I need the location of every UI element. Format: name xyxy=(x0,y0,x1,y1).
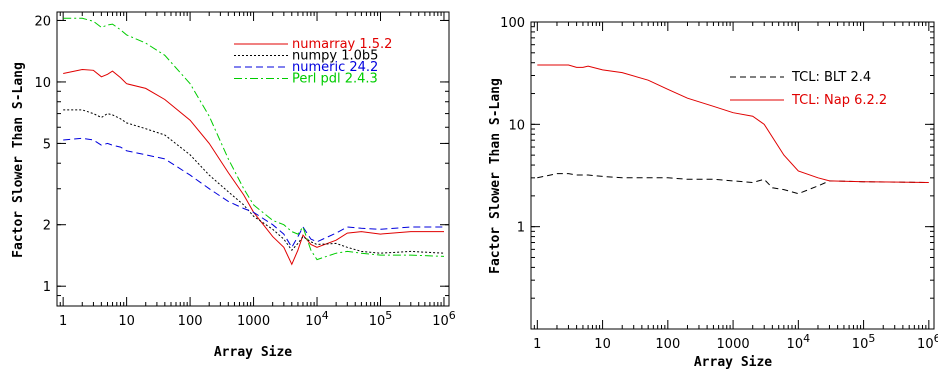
x-tick-label: 1000 xyxy=(237,314,270,329)
y-tick-label: 20 xyxy=(34,14,51,29)
legend-label: Perl pdl 2.4.3 xyxy=(292,72,378,87)
y-axis-title: Factor Slower Than S-Lang xyxy=(11,62,26,258)
plot-frame xyxy=(530,21,935,330)
right-chart: 1 10 100 1000 104 105 106 1 10 100 TCL: BLT 2.4 TCL… xyxy=(488,16,938,370)
y-tick-label: 100 xyxy=(500,16,525,31)
x-tick-label: 1 xyxy=(59,314,67,329)
series-line-0 xyxy=(537,173,929,195)
legend-label: numarray 1.5.2 xyxy=(292,37,392,52)
series-line-1 xyxy=(63,109,445,254)
x-tick-label: 10 xyxy=(594,337,611,352)
y-tick-label: 2 xyxy=(43,219,51,234)
x-tick-label: 10 xyxy=(118,314,135,329)
x-tick-label: 1 xyxy=(533,337,541,352)
plot-frame xyxy=(56,11,450,307)
y-tick-label: 1 xyxy=(43,280,51,295)
x-tick-label: 106 xyxy=(917,332,938,352)
x-tick-label: 100 xyxy=(655,337,680,352)
x-tick-label: 1000 xyxy=(717,337,750,352)
series-line-1 xyxy=(537,64,929,183)
x-tick-label: 106 xyxy=(432,309,456,329)
x-axis-title: Array Size xyxy=(694,355,772,370)
legend-label: TCL: Nap 6.2.2 xyxy=(791,93,887,108)
series-line-3 xyxy=(63,17,445,261)
x-tick-label: 104 xyxy=(305,309,329,329)
series-line-2 xyxy=(63,137,444,249)
legend-label: numeric 24.2 xyxy=(292,60,378,75)
x-tick-label: 104 xyxy=(787,332,811,352)
y-tick-label: 1 xyxy=(517,221,525,236)
left-chart: 1 10 100 1000 104 105 106 1 2 5 10 20 numarray 1.5.2… xyxy=(11,11,456,360)
x-tick-label: 105 xyxy=(369,309,393,329)
x-tick-label: 100 xyxy=(178,314,203,329)
y-axis-title: Factor Slower Than S-Lang xyxy=(488,78,503,274)
legend-label: numpy 1.0b5 xyxy=(292,49,378,64)
y-tick-label: 5 xyxy=(43,137,51,152)
series-line-0 xyxy=(63,68,444,266)
y-tick-label: 10 xyxy=(508,118,525,133)
legend-label: TCL: BLT 2.4 xyxy=(791,70,871,85)
x-tick-label: 105 xyxy=(852,332,876,352)
y-tick-label: 10 xyxy=(34,76,51,91)
x-axis-title: Array Size xyxy=(214,345,292,360)
